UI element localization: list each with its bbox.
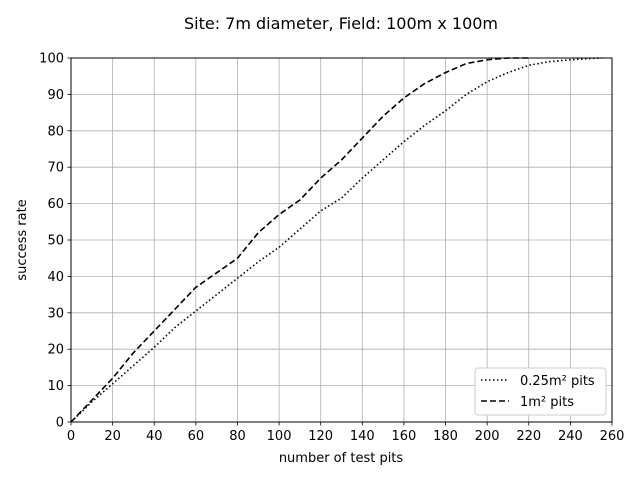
legend-box [474, 367, 607, 416]
y-tick-label: 60 [47, 197, 64, 212]
y-tick-label: 90 [47, 88, 64, 103]
legend: 0.25m² pits 1m² pits [474, 367, 607, 416]
y-tick-label: 80 [47, 124, 64, 139]
x-tick-label: 200 [475, 429, 500, 444]
x-tick-label: 0 [67, 429, 75, 444]
y-axis-label: success rate [15, 199, 30, 280]
y-tick-label: 0 [56, 416, 64, 431]
y-tick-label: 30 [47, 306, 64, 321]
x-tick-label: 60 [188, 429, 205, 444]
y-tick-label: 40 [47, 270, 64, 285]
series-line-2 [70, 57, 529, 423]
x-axis-ticks: 0 20 40 60 80 100 120 140 160 180 200 220 240 260 [67, 422, 625, 444]
x-tick-label: 120 [308, 429, 333, 444]
x-tick-label: 80 [229, 429, 246, 444]
plot-frame [70, 57, 613, 423]
x-tick-label: 260 [600, 429, 625, 444]
x-tick-label: 20 [104, 429, 121, 444]
x-tick-label: 220 [516, 429, 541, 444]
series-line-1 [70, 57, 602, 423]
chart-title: Site: 7m diameter, Field: 100m x 100m [184, 14, 498, 33]
grid-lines [70, 57, 613, 423]
x-tick-label: 160 [392, 429, 417, 444]
x-tick-label: 40 [146, 429, 163, 444]
x-tick-label: 140 [350, 429, 375, 444]
x-tick-label: 100 [267, 429, 292, 444]
legend-label: 0.25m² pits [520, 374, 595, 389]
series-lines [70, 57, 602, 423]
y-tick-label: 50 [47, 234, 64, 249]
y-axis-ticks: 0 10 20 30 40 50 60 70 80 90 100 [39, 52, 71, 431]
y-tick-label: 100 [39, 52, 64, 67]
legend-label: 1m² pits [520, 395, 574, 410]
y-tick-label: 70 [47, 161, 64, 176]
x-tick-label: 180 [433, 429, 458, 444]
x-axis-label: number of test pits [279, 451, 404, 466]
y-tick-label: 10 [47, 379, 64, 394]
x-tick-label: 240 [558, 429, 583, 444]
y-tick-label: 20 [47, 343, 64, 358]
